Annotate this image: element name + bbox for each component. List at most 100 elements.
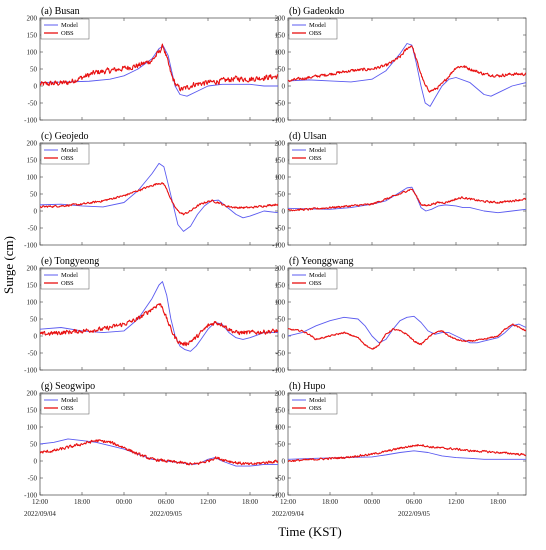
y-tick-label: -100	[24, 117, 37, 125]
series-line-model	[288, 43, 526, 107]
series-line-model	[40, 162, 278, 232]
x-tick-label: 06:00	[158, 498, 174, 506]
series-group	[40, 281, 278, 352]
series-line-obs	[40, 303, 278, 347]
x-tick-label: 12:00	[448, 498, 464, 506]
x-tick-label: 12:00	[200, 498, 216, 506]
series-group	[40, 43, 278, 97]
legend-label-model: Model	[61, 397, 78, 404]
y-tick-label: 100	[27, 49, 38, 57]
y-tick-label: 50	[30, 441, 38, 449]
y-axis-label: Surge (cm)	[1, 236, 16, 294]
y-tick-label: -50	[28, 350, 38, 358]
y-tick-label: 100	[275, 174, 286, 182]
y-tick-label: -100	[272, 367, 285, 375]
y-tick-label: 50	[278, 441, 286, 449]
y-tick-label: 150	[275, 407, 286, 415]
y-tick-label: 200	[27, 390, 38, 398]
y-tick-label: -50	[276, 225, 286, 233]
legend-box	[288, 268, 338, 290]
y-tick-label: -100	[24, 492, 37, 500]
panel-title: (c) Geojedo	[41, 131, 88, 142]
panel-8: -100 -50 0 50 100 150 200 12:00 2022/09/04 18:00 0…	[272, 381, 527, 518]
y-tick-label: 200	[27, 265, 38, 273]
y-tick-label: -50	[28, 475, 38, 483]
legend-box	[288, 143, 338, 165]
y-tick-label: 150	[27, 282, 38, 290]
y-tick-label: 0	[282, 333, 286, 341]
y-tick-label: 200	[275, 265, 286, 273]
panel-title: (a) Busan	[41, 6, 80, 17]
panel-title: (b) Gadeokdo	[289, 6, 344, 17]
x-tick-label: 18:00	[242, 498, 258, 506]
x-tick-label: 06:00	[406, 498, 422, 506]
series-line-model	[288, 315, 526, 344]
x-tick-date: 2022/09/05	[150, 510, 182, 518]
y-tick-label: -50	[28, 100, 38, 108]
y-tick-label: 100	[275, 49, 286, 57]
y-tick-label: 50	[278, 191, 286, 199]
series-line-obs	[40, 43, 278, 92]
y-tick-label: 200	[27, 140, 38, 148]
y-tick-label: -50	[276, 475, 286, 483]
legend-label-model: Model	[309, 397, 326, 404]
legend-label-model: Model	[309, 22, 326, 29]
series-line-obs	[288, 45, 526, 93]
series-group	[288, 43, 526, 107]
panel-title: (h) Hupo	[289, 381, 325, 392]
legend-label-obs: OBS	[309, 155, 322, 162]
y-tick-label: 200	[275, 390, 286, 398]
series-group	[288, 444, 526, 463]
series-line-obs	[288, 323, 526, 350]
legend-box	[40, 268, 90, 290]
y-tick-label: 150	[275, 157, 286, 165]
panel-7: -100 -50 0 50 100 150 200 12:00 2022/09/04 18:00 0…	[24, 381, 279, 518]
panel-title: (g) Seogwipo	[41, 381, 95, 392]
y-tick-label: 200	[275, 140, 286, 148]
y-tick-label: 150	[27, 32, 38, 40]
legend-label-obs: OBS	[61, 30, 74, 37]
panel-title: (d) Ulsan	[289, 131, 327, 142]
x-tick-label: 00:00	[364, 498, 380, 506]
legend-box	[288, 18, 338, 40]
y-tick-label: 100	[27, 299, 38, 307]
series-group	[288, 315, 526, 350]
legend-label-model: Model	[61, 22, 78, 29]
y-tick-label: 200	[27, 15, 38, 23]
y-tick-label: -50	[276, 100, 286, 108]
x-tick-date: 2022/09/04	[272, 510, 304, 518]
y-tick-label: 150	[275, 282, 286, 290]
y-tick-label: -100	[272, 242, 285, 250]
y-tick-label: 50	[30, 316, 38, 324]
y-tick-label: 0	[34, 458, 38, 466]
series-group	[40, 162, 278, 232]
y-tick-label: 0	[282, 83, 286, 91]
x-tick-label: 00:00	[116, 498, 132, 506]
series-line-obs	[40, 439, 278, 466]
x-tick-label: 12:00	[280, 498, 296, 506]
y-tick-label: 0	[34, 208, 38, 216]
series-line-obs	[40, 182, 278, 216]
legend-label-obs: OBS	[309, 30, 322, 37]
y-tick-label: 150	[27, 157, 38, 165]
legend-label-model: Model	[309, 147, 326, 154]
y-tick-label: -50	[28, 225, 38, 233]
legend-label-obs: OBS	[61, 405, 74, 412]
y-tick-label: 0	[34, 333, 38, 341]
y-tick-label: -100	[24, 367, 37, 375]
series-line-model	[288, 186, 526, 214]
series-group	[288, 186, 526, 214]
legend-box	[40, 393, 90, 415]
x-tick-date: 2022/09/05	[398, 510, 430, 518]
x-tick-date: 2022/09/04	[24, 510, 56, 518]
y-tick-label: 0	[282, 458, 286, 466]
